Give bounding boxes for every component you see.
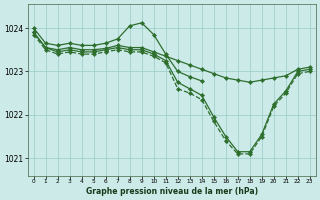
X-axis label: Graphe pression niveau de la mer (hPa): Graphe pression niveau de la mer (hPa) — [86, 187, 258, 196]
